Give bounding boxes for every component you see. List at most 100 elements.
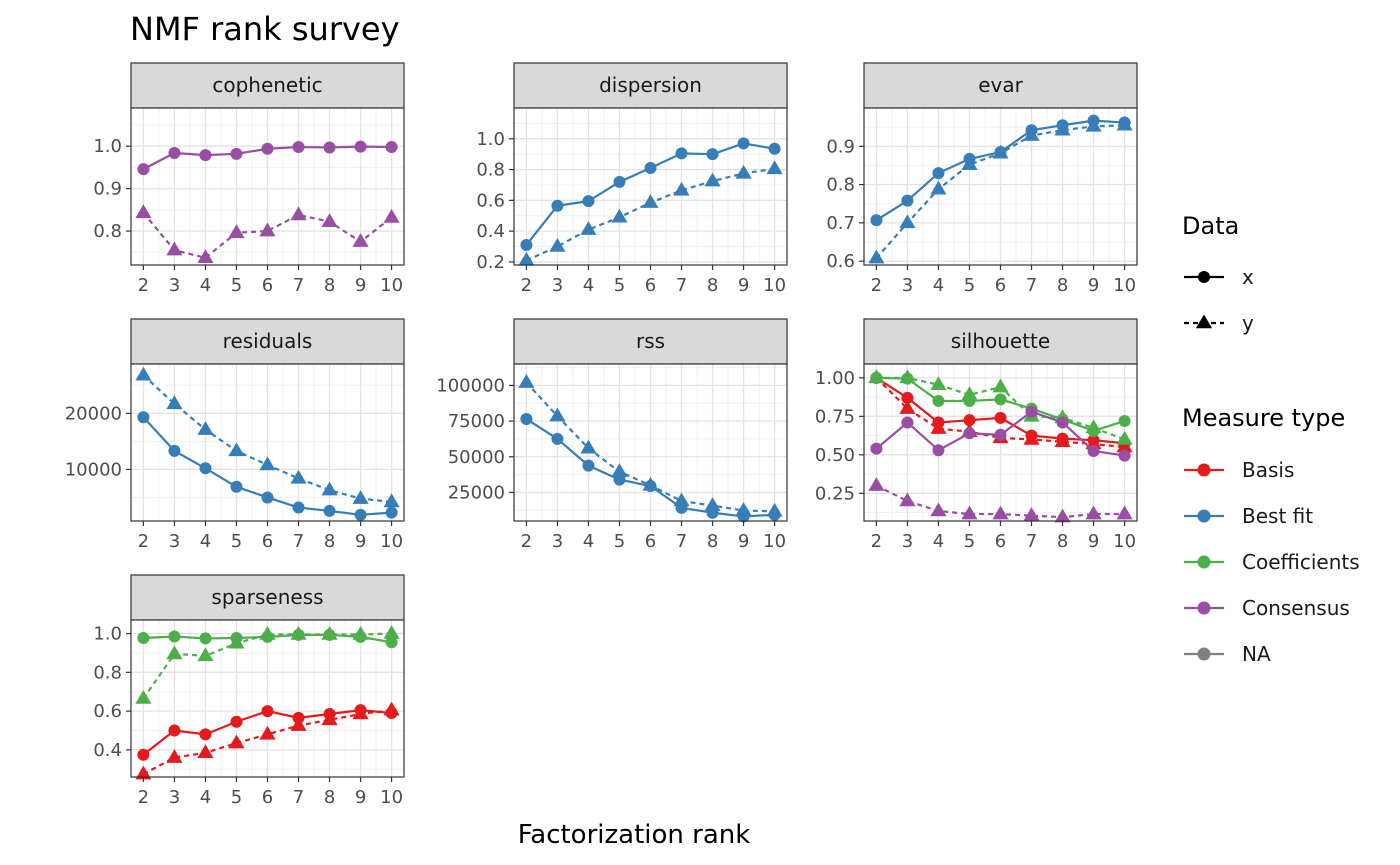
- data-point: [321, 481, 338, 496]
- data-point: [549, 407, 566, 422]
- x-tick-label: 4: [583, 531, 594, 552]
- x-tick-label: 8: [1057, 275, 1068, 296]
- data-point: [992, 144, 1009, 159]
- data-point: [352, 626, 369, 640]
- data-point: [870, 214, 883, 227]
- x-tick-label: 6: [645, 275, 656, 296]
- data-point: [290, 469, 307, 484]
- data-point: [292, 501, 305, 514]
- x-tick-label: 6: [995, 531, 1006, 552]
- x-tick-label: 5: [231, 275, 242, 296]
- x-tick-label: 10: [763, 531, 786, 552]
- x-tick-label: 7: [293, 531, 304, 552]
- x-tick-label: 2: [138, 275, 149, 296]
- legend: Data xy Measure type Basis Best fit Coefficie…: [1182, 212, 1360, 666]
- data-point: [899, 400, 916, 414]
- y-tick-label: 100000: [436, 375, 505, 396]
- x-tick-label: 2: [521, 531, 532, 552]
- legend-label: Consensus: [1242, 596, 1350, 620]
- data-point: [199, 632, 212, 645]
- x-tick-label: 2: [138, 787, 149, 808]
- y-tick-label: 0.75: [815, 406, 855, 427]
- data-point: [259, 456, 276, 471]
- data-point: [992, 378, 1009, 393]
- legend-title-data: Data: [1182, 212, 1239, 240]
- facet-panel-residuals: residuals 10000 20000 2 3 4 5 6 7 8 9 10: [65, 318, 405, 552]
- data-point: [135, 765, 152, 780]
- data-point: [321, 711, 338, 726]
- x-tick-label: 3: [169, 787, 180, 808]
- x-tick-label: 7: [1026, 275, 1037, 296]
- y-tick-label: 25000: [448, 482, 505, 503]
- x-tick-label: 6: [995, 275, 1006, 296]
- data-point: [870, 442, 883, 455]
- data-point: [1118, 414, 1131, 427]
- data-point: [352, 705, 369, 720]
- data-point: [261, 491, 274, 504]
- data-point: [518, 374, 535, 388]
- data-point: [230, 147, 243, 160]
- y-tick-label: 1.0: [476, 129, 505, 150]
- data-point: [673, 181, 690, 196]
- data-point: [868, 477, 885, 491]
- legend-key-point: [1195, 314, 1213, 329]
- legend-label: y: [1242, 311, 1254, 335]
- data-point: [932, 444, 945, 457]
- data-point: [168, 146, 181, 159]
- facet-strip-label: evar: [978, 73, 1023, 97]
- x-tick-label: 7: [1026, 531, 1037, 552]
- data-point: [735, 502, 752, 516]
- x-tick-label: 3: [902, 531, 913, 552]
- legend-title-measure: Measure type: [1182, 404, 1345, 432]
- data-point: [290, 206, 307, 221]
- x-tick-label: 4: [933, 275, 944, 296]
- x-tick-label: 8: [324, 531, 335, 552]
- data-point: [735, 164, 752, 179]
- x-tick-label: 10: [1113, 275, 1136, 296]
- y-tick-label: 0.7: [826, 213, 855, 234]
- data-point: [168, 630, 181, 643]
- data-point: [930, 180, 947, 195]
- data-point: [1054, 121, 1071, 136]
- y-tick-label: 0.6: [826, 251, 855, 272]
- y-tick-label: 0.50: [815, 445, 855, 466]
- data-point: [963, 414, 976, 427]
- data-point: [383, 493, 400, 508]
- facet-strip-label: sparseness: [211, 585, 323, 609]
- data-point: [383, 625, 400, 639]
- data-point: [168, 724, 181, 737]
- data-point: [932, 167, 945, 180]
- legend-key-point: [1197, 463, 1211, 477]
- data-point: [994, 393, 1007, 406]
- x-tick-label: 6: [262, 531, 273, 552]
- data-point: [1116, 116, 1133, 131]
- x-tick-label: 6: [645, 531, 656, 552]
- data-point: [383, 208, 400, 223]
- data-point: [611, 463, 628, 478]
- legend-key-point: [1197, 647, 1211, 661]
- facet-strip: [513, 62, 788, 109]
- facet-strip: [130, 574, 405, 621]
- x-tick-label: 8: [707, 275, 718, 296]
- chart-title: NMF rank survey: [130, 10, 400, 48]
- data-point: [166, 395, 183, 410]
- y-tick-label: 0.4: [93, 740, 122, 761]
- legend-key-point: [1198, 271, 1210, 283]
- data-point: [642, 194, 659, 208]
- data-point: [1085, 505, 1102, 520]
- x-tick-label: 10: [380, 275, 403, 296]
- data-point: [766, 160, 783, 175]
- y-tick-label: 0.9: [826, 136, 855, 157]
- data-point: [1087, 444, 1100, 457]
- data-point: [551, 432, 564, 445]
- x-tick-label: 5: [614, 531, 625, 552]
- data-point: [613, 175, 626, 188]
- data-point: [230, 480, 243, 493]
- facet-strip-label: silhouette: [951, 329, 1050, 353]
- x-tick-label: 3: [169, 531, 180, 552]
- data-point: [930, 376, 947, 391]
- data-point: [1023, 127, 1040, 141]
- legend-label: NA: [1242, 642, 1271, 666]
- data-point: [354, 508, 367, 521]
